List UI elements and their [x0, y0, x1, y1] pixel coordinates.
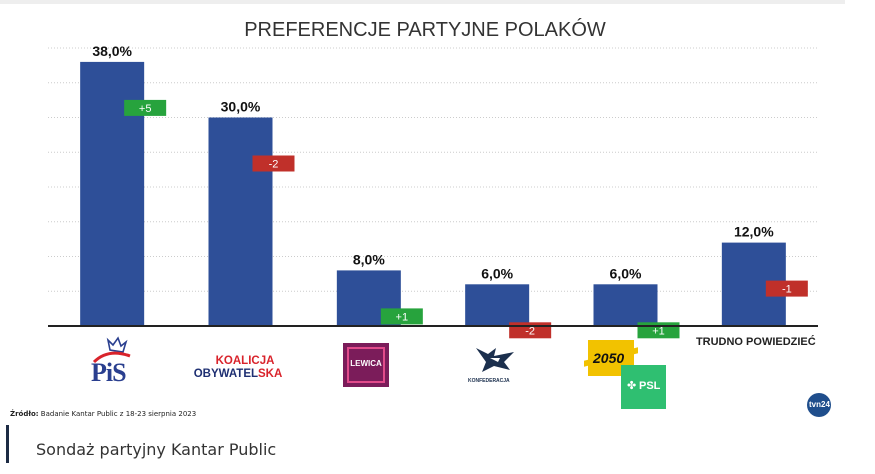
lewica-logo-text: LEWICA: [350, 359, 382, 368]
pis-crown-icon: [92, 336, 131, 364]
data-label: 6,0%: [610, 265, 642, 281]
chart-title: PREFERENCJE PARTYJNE POLAKÓW: [244, 18, 606, 41]
polska2050-logo-text: 2050: [593, 350, 625, 366]
ko-logo-line2b: SKA: [258, 368, 283, 380]
data-label: 30,0%: [221, 99, 261, 115]
bar: [593, 284, 658, 326]
konfederacja-logo-text: KONFEDERACJA: [468, 378, 510, 384]
lewica-logo: LEWICA: [343, 343, 389, 387]
ko-logo: KOALICJA OBYWATELSKA: [188, 355, 288, 381]
pis-logo-text: PiS: [91, 358, 127, 387]
source-text: Badanie Kantar Public z 18-23 sierpnia 2…: [40, 410, 197, 418]
tvn24-logo: tvn24: [807, 393, 837, 417]
ko-logo-line2a: OBYWATEL: [193, 368, 259, 380]
caption-accent: [6, 425, 9, 463]
konfederacja-logo: KONFEDERACJA: [468, 342, 520, 388]
source-label: Źródło:: [10, 410, 39, 418]
psl-logo: ✤ PSL: [621, 365, 666, 409]
change-badge-up: [380, 308, 423, 325]
psl-clover-icon: ✤: [627, 380, 637, 392]
top-divider: [0, 0, 845, 4]
psl-logo-text: PSL: [639, 380, 661, 392]
change-label: +5: [139, 103, 152, 115]
source-note: Źródło: Badanie Kantar Public z 18-23 si…: [10, 410, 196, 418]
bar: [465, 284, 530, 326]
bar: [208, 117, 273, 326]
change-label: +1: [652, 325, 665, 337]
change-label: +1: [396, 311, 409, 323]
change-badge-down: [765, 280, 808, 297]
pis-logo: PiS: [88, 336, 138, 388]
konfederacja-eagle-icon: [476, 348, 514, 372]
change-badge-down: [252, 155, 295, 172]
change-label: -1: [782, 284, 792, 296]
change-badge-up: [124, 99, 167, 116]
data-label: 12,0%: [734, 224, 774, 240]
change-label: -2: [269, 159, 279, 171]
ko-logo-line1: KOALICJA: [215, 355, 275, 367]
data-label: 6,0%: [481, 265, 513, 281]
data-label: 8,0%: [353, 251, 385, 267]
change-label: -2: [525, 325, 535, 337]
caption: Sondaż partyjny Kantar Public: [36, 440, 277, 459]
tvn24-logo-text: tvn24: [809, 400, 830, 409]
data-label: 38,0%: [92, 43, 132, 59]
category-label: TRUDNO POWIEDZIEĆ: [696, 335, 816, 348]
bar-chart: PREFERENCJE PARTYJNE POLAKÓW 38,0% +5 30,0%…: [48, 18, 818, 348]
